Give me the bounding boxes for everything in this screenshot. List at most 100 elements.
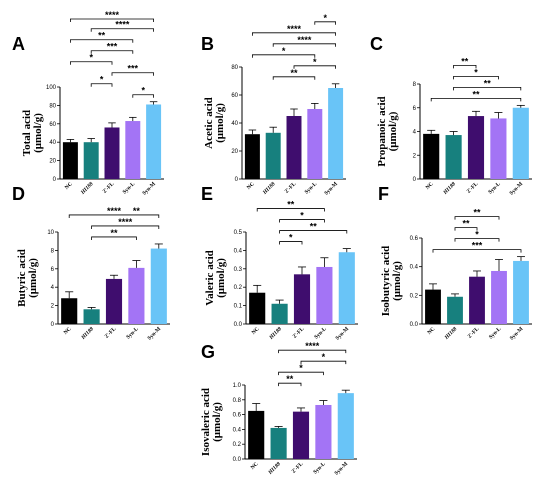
significance-label: **** <box>305 341 320 351</box>
x-tick-label: 2'-FL <box>102 181 116 195</box>
y-tick-label: 4 <box>413 130 417 136</box>
x-tick-label: 2'-FL <box>284 181 298 195</box>
y-axis-unit: (μmol/g) <box>211 402 223 442</box>
bar-hi188 <box>270 427 287 459</box>
bar-nc <box>423 133 440 179</box>
x-tick-label: 2'-FL <box>467 326 481 340</box>
x-tick-label: Syn-L <box>488 326 503 341</box>
x-tick-label: HI188 <box>443 326 458 341</box>
y-axis-unit: (μmol/g) <box>32 113 44 153</box>
significance-label: * <box>323 13 327 23</box>
x-tick-label: HI188 <box>80 326 95 341</box>
x-tick-label: Syn-M <box>142 181 158 197</box>
significance-bracket <box>70 39 134 43</box>
bar-synl <box>490 118 507 179</box>
panel-f: F Isobutyric acid (μmol/g) 0.0 0.2 0.4 0.6 NC HI… <box>378 184 532 342</box>
y-tick-label: 20 <box>231 149 238 155</box>
y-tick-label: 100 <box>46 85 57 91</box>
significance-bracket <box>432 249 522 253</box>
panel-letter: C <box>370 34 383 54</box>
significance-bracket <box>279 230 348 234</box>
y-tick-label: 20 <box>49 159 56 165</box>
significance-bracket <box>252 32 336 36</box>
bar-2fl <box>104 127 120 179</box>
y-tick-label: 80 <box>231 65 238 71</box>
x-tick-label: 2'-FL <box>291 461 305 475</box>
significance-bracket <box>256 208 325 212</box>
significance-bracket <box>293 65 336 69</box>
y-tick-label: 0.4 <box>234 248 243 254</box>
y-axis-unit: (μmol/g) <box>27 258 39 298</box>
bar-nc <box>248 410 265 459</box>
significance-label: ** <box>484 78 492 88</box>
significance-label: * <box>289 233 293 243</box>
significance-label: * <box>100 75 104 85</box>
y-tick-label: 2 <box>413 153 417 159</box>
significance-bracket <box>453 75 499 80</box>
y-tick-label: 0 <box>235 177 239 183</box>
significance-label: *** <box>128 64 139 74</box>
y-axis-unit: (μmol/g) <box>215 258 227 298</box>
significance-label: * <box>313 57 317 67</box>
y-tick-label: 40 <box>231 121 238 127</box>
significance-bracket <box>70 61 113 65</box>
bar-2fl <box>105 278 123 324</box>
significance-label: ** <box>461 56 469 66</box>
bar-synl <box>491 270 507 324</box>
x-tick-label: HI188 <box>261 181 276 196</box>
y-tick-label: 8 <box>51 248 55 254</box>
bar-synm <box>513 260 529 324</box>
significance-label: **** <box>287 24 302 34</box>
significance-label: ** <box>290 68 298 78</box>
y-tick-label: 1.0 <box>233 383 242 389</box>
x-tick-label: Syn-L <box>122 181 137 196</box>
y-axis-label: Acetic acid <box>203 97 215 149</box>
bar-hi188 <box>265 132 281 179</box>
significance-label: * <box>474 67 478 77</box>
panel-b: B Acetic acid (μmol/g) 0 20 40 60 80 NC HI188 2'-F… <box>201 13 346 197</box>
y-axis-label: Valeric acid <box>204 250 216 306</box>
significance-label: ** <box>462 219 470 229</box>
significance-bracket <box>278 349 347 354</box>
significance-bracket <box>278 371 324 376</box>
bar-2fl <box>467 116 485 179</box>
y-tick-label: 0.6 <box>233 413 242 419</box>
significance-bracket <box>453 64 477 69</box>
y-tick-label: 6 <box>413 106 417 112</box>
panel-e: E Valeric acid (μmol/g) 0.0 0.1 0.2 0.3 0.4 0.5 N… <box>201 184 358 342</box>
panel-c: C Propanoic acid (μmol/g) 0 2 4 6 8 NC HI188 2'-FL… <box>370 34 532 197</box>
y-tick-label: 80 <box>49 103 56 109</box>
significance-label: ** <box>98 31 106 41</box>
y-tick-label: 0.4 <box>410 265 419 271</box>
bar-synm <box>337 393 354 459</box>
bar-hi188 <box>447 296 463 324</box>
bar-hi188 <box>445 135 462 179</box>
significance-label: **** <box>107 206 122 216</box>
significance-label: *** <box>107 42 118 52</box>
panel-d: D Butyric acid (μmol/g) 0 2 4 6 8 10 NC HI188 2'-FL… <box>12 184 170 342</box>
y-tick-label: 0 <box>413 177 417 183</box>
panel-letter: A <box>12 34 25 54</box>
bar-2fl <box>292 411 310 459</box>
x-tick-label: NC <box>251 326 261 336</box>
significance-bracket <box>68 214 160 218</box>
significance-bracket <box>279 241 303 245</box>
bar-synm <box>512 107 529 179</box>
x-tick-label: HI188 <box>268 326 283 341</box>
bar-nc <box>425 289 441 324</box>
x-tick-label: Syn-L <box>125 326 140 341</box>
y-tick-label: 0.2 <box>410 293 419 299</box>
panel-letter: D <box>12 184 25 204</box>
significance-bracket <box>111 72 154 76</box>
significance-bracket <box>454 216 500 220</box>
y-tick-label: 0.1 <box>234 304 243 310</box>
significance-label: **** <box>297 35 312 45</box>
y-tick-label: 0 <box>51 322 55 328</box>
bar-hi188 <box>271 303 288 324</box>
x-tick-label: Syn-M <box>509 326 525 342</box>
x-tick-label: NC <box>246 181 256 191</box>
y-axis-unit: (μmol/g) <box>387 111 399 151</box>
bar-synm <box>338 252 355 324</box>
significance-label: * <box>300 211 304 221</box>
